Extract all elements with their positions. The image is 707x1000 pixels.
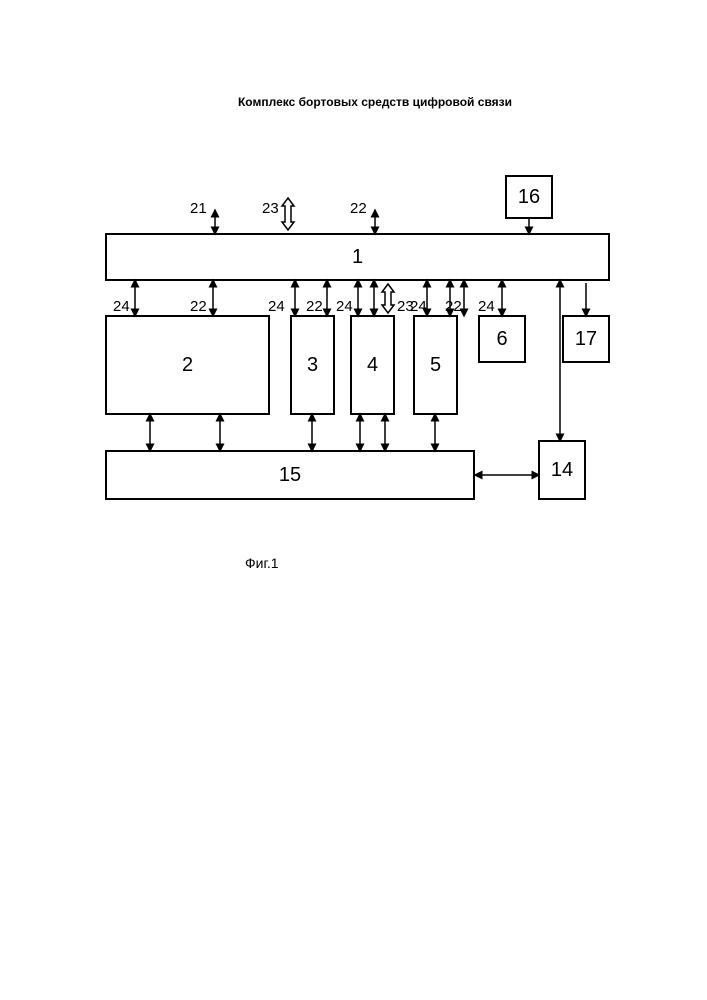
diagram-arrows: [0, 0, 707, 1000]
hollow-arrow-23-mid: [382, 284, 394, 313]
hollow-arrow-23-top: [282, 198, 294, 230]
